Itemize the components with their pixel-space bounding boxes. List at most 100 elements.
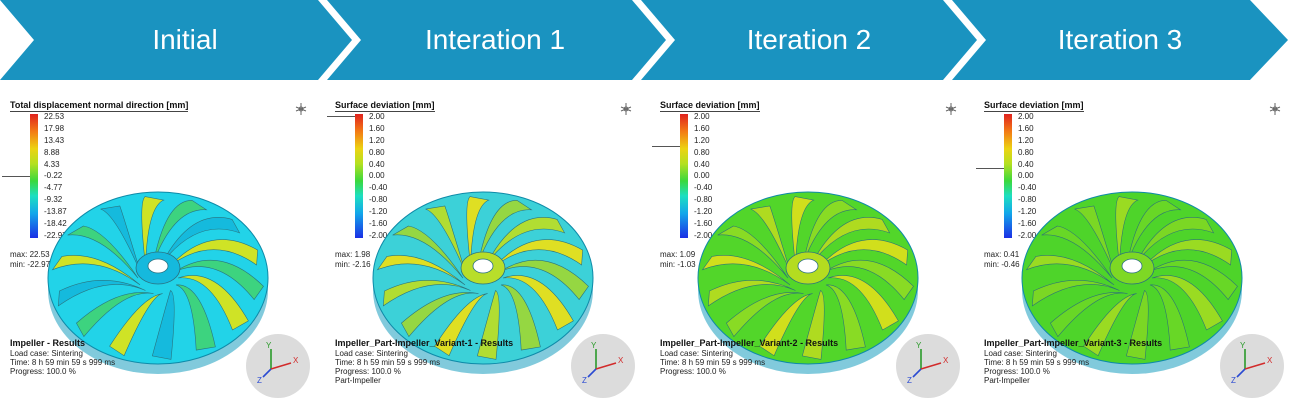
impeller-model-view[interactable] (1014, 170, 1254, 380)
color-scale-tick: -0.80 (694, 195, 713, 205)
impeller-blade (487, 217, 566, 263)
stage-label-initial: Initial (152, 24, 218, 55)
min-label: min: (10, 260, 26, 269)
impeller-blade (175, 259, 264, 301)
color-scale-tick: 13.43 (44, 135, 65, 145)
color-scale-tick: 0.80 (369, 147, 385, 157)
color-scale-tick: -1.20 (1018, 207, 1037, 217)
color-scale-tick: -1.20 (694, 207, 713, 217)
impeller-blade (476, 290, 500, 360)
color-scale-marker (327, 116, 355, 117)
chevron-iteration-3 (952, 0, 1288, 80)
color-scale-marker (652, 146, 680, 147)
color-scale-marker (976, 168, 1004, 169)
gizmo-x-axis (595, 362, 617, 370)
impeller-blade (495, 239, 584, 266)
color-scale-bar (30, 114, 38, 238)
gizmo-z-label: Z (1231, 376, 1236, 385)
color-scale-tick: 22.53 (44, 112, 65, 121)
impeller-blade (76, 292, 154, 338)
impeller-blade (434, 293, 488, 357)
color-scale-tick: 1.60 (369, 123, 385, 133)
impeller-blade (1031, 279, 1120, 307)
axis-orientation-gizmo[interactable]: X Y Z (570, 333, 636, 399)
impeller-blade (701, 255, 791, 286)
impeller-blade (162, 217, 241, 263)
results-info: Impeller_Part-Impeller_Variant-2 - Resul… (660, 338, 838, 376)
impeller-model-view[interactable] (40, 170, 280, 380)
gizmo-z-axis (262, 368, 272, 378)
color-scale-ticks: 2.00 1.60 1.20 0.80 0.40 0.00 -0.40 -0.80 -1.20 -… (694, 112, 712, 240)
max-label: max: (660, 250, 678, 259)
color-scale-bar (355, 114, 363, 238)
legend-title: Surface deviation [mm] (984, 100, 1084, 112)
gizmo-x-axis (270, 362, 292, 370)
color-scale-tick: -1.60 (369, 219, 388, 229)
impeller-blade (827, 275, 899, 331)
color-scale-tick: 1.60 (1018, 123, 1034, 133)
stage-label-iteration-2: Iteration 2 (746, 24, 872, 55)
color-scale-tick: 0.40 (1018, 159, 1034, 169)
impeller-blade (170, 239, 259, 266)
min-label: min: (335, 260, 351, 269)
impeller-model-view[interactable] (365, 170, 605, 380)
impeller-blade (803, 199, 858, 263)
view-navigation-icon[interactable] (944, 102, 958, 116)
results-title: Impeller - Results (10, 338, 86, 348)
impeller-blade (707, 279, 796, 307)
impeller-blade (1083, 293, 1137, 357)
color-scale-bar (1004, 114, 1012, 238)
impeller-model-view[interactable] (690, 170, 930, 380)
color-scale-tick: -2.00 (694, 230, 713, 240)
time-text: Time: 8 h 59 min 59 s 999 ms (660, 358, 766, 367)
legend-title: Surface deviation [mm] (335, 100, 435, 112)
gizmo-y-label: Y (916, 341, 922, 350)
gizmo-x-axis (920, 362, 942, 370)
color-scale-tick: -0.22 (44, 171, 63, 181)
load-case-text: Load case: Sintering (10, 349, 83, 358)
color-scale-bar (680, 114, 688, 238)
impeller-blade (478, 199, 533, 263)
color-scale-tick: 0.80 (1018, 147, 1034, 157)
impeller-blade (109, 293, 163, 357)
gizmo-z-axis (587, 368, 597, 378)
view-navigation-icon[interactable] (1268, 102, 1282, 116)
max-value: 22.53 (29, 250, 50, 259)
color-scale-tick: -0.80 (369, 195, 388, 205)
color-scale-tick: 17.98 (44, 123, 65, 133)
color-scale-tick: -0.40 (694, 183, 713, 193)
max-value: 1.98 (354, 250, 371, 259)
axis-orientation-gizmo[interactable]: X Y Z (245, 333, 311, 399)
progress-text: Progress: 100.0 % (660, 367, 726, 376)
color-scale-ticks: 2.00 1.60 1.20 0.80 0.40 0.00 -0.40 -0.80 -1.20 -… (369, 112, 387, 240)
chevron-iteration-2 (641, 0, 977, 80)
min-value: -2.16 (352, 260, 371, 269)
color-scale-tick: 1.60 (694, 123, 710, 133)
view-navigation-icon[interactable] (619, 102, 633, 116)
result-panel-iteration-3: Surface deviation [mm] 2.00 1.60 1.20 0.80 0… (974, 90, 1292, 410)
gizmo-z-axis (1236, 368, 1246, 378)
part-text: Part-Impeller (335, 376, 381, 385)
gizmo-z-label: Z (257, 376, 262, 385)
max-value: 1.09 (679, 250, 696, 259)
color-scale-tick: 0.40 (369, 159, 385, 169)
color-scale-tick: 0.80 (694, 147, 710, 157)
impeller-blade (812, 217, 891, 263)
color-scale-tick: 0.00 (694, 171, 710, 181)
view-navigation-icon[interactable] (294, 102, 308, 116)
color-scale-tick: -18.42 (44, 219, 67, 229)
axis-orientation-gizmo[interactable]: X Y Z (1219, 333, 1285, 399)
results-title: Impeller_Part-Impeller_Variant-1 - Resul… (335, 338, 514, 348)
gizmo-z-axis (912, 368, 922, 378)
impeller-blade (825, 259, 914, 301)
impeller-blade (1074, 205, 1115, 272)
impeller-blade (376, 255, 466, 286)
impeller-blade (1149, 259, 1238, 301)
color-scale-tick: -0.40 (369, 183, 388, 193)
gizmo-y-label: Y (591, 341, 597, 350)
gizmo-x-label: X (943, 356, 949, 365)
color-scale-tick: -2.00 (1018, 230, 1037, 240)
impeller-blade (759, 293, 813, 357)
time-text: Time: 8 h 59 min 59 s 999 ms (335, 358, 441, 367)
axis-orientation-gizmo[interactable]: X Y Z (895, 333, 961, 399)
